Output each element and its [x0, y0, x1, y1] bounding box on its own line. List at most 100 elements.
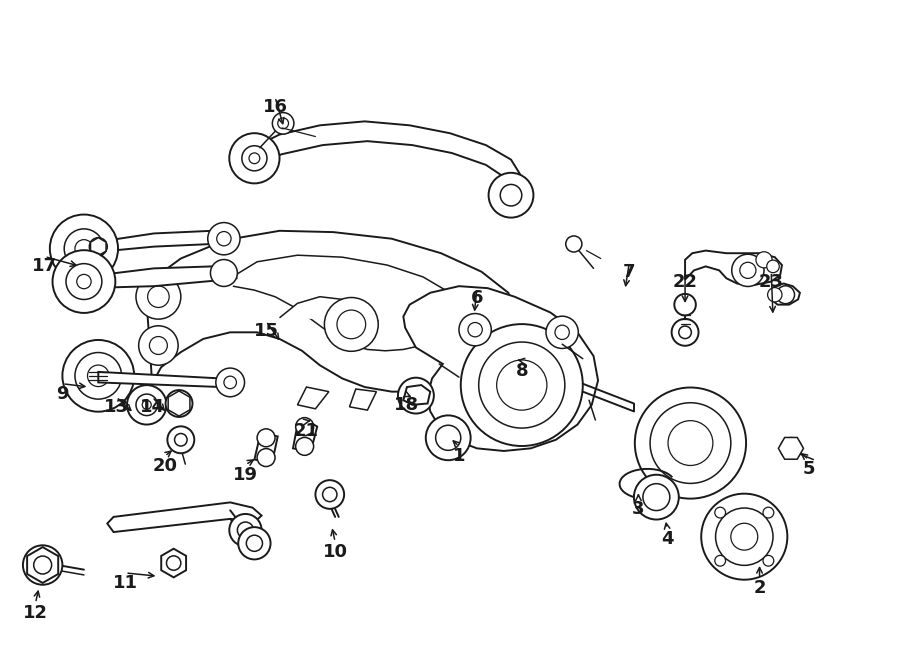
- Circle shape: [247, 535, 263, 551]
- Text: 9: 9: [56, 385, 68, 402]
- Circle shape: [76, 274, 91, 289]
- Circle shape: [495, 340, 531, 375]
- Circle shape: [500, 185, 522, 206]
- Polygon shape: [255, 141, 511, 203]
- Circle shape: [249, 153, 260, 164]
- Circle shape: [634, 387, 746, 498]
- Polygon shape: [27, 547, 58, 583]
- Circle shape: [731, 523, 758, 550]
- Text: 18: 18: [394, 396, 419, 414]
- Circle shape: [148, 286, 169, 307]
- Text: 17: 17: [32, 258, 57, 275]
- Circle shape: [436, 425, 461, 450]
- Circle shape: [740, 262, 756, 279]
- Text: 20: 20: [152, 457, 177, 475]
- Circle shape: [546, 316, 579, 348]
- Text: 13: 13: [104, 398, 129, 416]
- Circle shape: [763, 507, 774, 518]
- Text: 21: 21: [294, 422, 319, 440]
- Circle shape: [668, 420, 713, 465]
- Polygon shape: [161, 549, 186, 577]
- Text: 2: 2: [753, 579, 766, 597]
- Polygon shape: [403, 385, 430, 405]
- Text: 19: 19: [233, 465, 258, 484]
- Circle shape: [208, 222, 240, 255]
- Circle shape: [230, 514, 262, 546]
- Circle shape: [175, 434, 187, 446]
- Circle shape: [674, 294, 696, 315]
- Text: 4: 4: [661, 530, 673, 547]
- Circle shape: [89, 238, 107, 256]
- Circle shape: [407, 387, 425, 404]
- Polygon shape: [403, 286, 598, 451]
- Circle shape: [763, 555, 774, 566]
- Circle shape: [224, 376, 237, 389]
- Circle shape: [768, 287, 782, 302]
- Text: 8: 8: [516, 361, 528, 379]
- Circle shape: [62, 340, 134, 412]
- Circle shape: [242, 146, 267, 171]
- Circle shape: [426, 415, 471, 460]
- Polygon shape: [293, 423, 317, 451]
- Circle shape: [459, 314, 491, 346]
- Polygon shape: [91, 238, 106, 256]
- Circle shape: [780, 438, 802, 459]
- Circle shape: [87, 365, 109, 387]
- Circle shape: [257, 449, 275, 467]
- Polygon shape: [778, 438, 804, 459]
- Circle shape: [679, 326, 691, 338]
- Circle shape: [211, 260, 238, 287]
- Text: 5: 5: [803, 461, 815, 479]
- Circle shape: [324, 297, 378, 352]
- Text: 7: 7: [623, 263, 635, 281]
- Text: 15: 15: [254, 322, 279, 340]
- Circle shape: [33, 556, 51, 574]
- Circle shape: [715, 555, 725, 566]
- Polygon shape: [253, 121, 520, 187]
- Circle shape: [136, 274, 181, 319]
- Circle shape: [52, 250, 115, 313]
- Circle shape: [767, 260, 779, 273]
- Polygon shape: [98, 372, 235, 387]
- Polygon shape: [280, 297, 378, 321]
- Circle shape: [479, 342, 565, 428]
- Circle shape: [50, 214, 118, 283]
- Polygon shape: [168, 391, 190, 416]
- Text: 6: 6: [471, 289, 483, 307]
- Circle shape: [230, 133, 280, 183]
- Circle shape: [127, 385, 166, 424]
- Circle shape: [139, 326, 178, 365]
- Circle shape: [278, 118, 289, 128]
- Circle shape: [337, 310, 365, 339]
- Circle shape: [504, 348, 522, 366]
- Circle shape: [715, 507, 725, 518]
- Circle shape: [671, 319, 698, 346]
- Circle shape: [166, 390, 193, 417]
- Circle shape: [701, 494, 788, 580]
- Text: 11: 11: [112, 574, 138, 592]
- Circle shape: [64, 229, 104, 268]
- Polygon shape: [107, 502, 262, 532]
- Circle shape: [217, 232, 231, 246]
- Circle shape: [732, 254, 764, 287]
- Circle shape: [650, 402, 731, 483]
- Polygon shape: [685, 251, 782, 285]
- Circle shape: [497, 360, 547, 410]
- Circle shape: [643, 484, 670, 510]
- Text: 10: 10: [323, 543, 347, 561]
- Polygon shape: [495, 342, 531, 373]
- Circle shape: [238, 522, 254, 538]
- Polygon shape: [230, 255, 459, 351]
- Circle shape: [555, 325, 570, 340]
- Polygon shape: [298, 387, 328, 409]
- Circle shape: [173, 397, 185, 410]
- Polygon shape: [771, 283, 800, 305]
- Polygon shape: [255, 435, 278, 461]
- Circle shape: [315, 480, 344, 509]
- Text: 22: 22: [672, 273, 698, 291]
- Circle shape: [166, 556, 181, 570]
- Circle shape: [167, 426, 194, 453]
- Circle shape: [398, 378, 434, 414]
- Text: 14: 14: [140, 398, 165, 416]
- Text: 12: 12: [23, 604, 48, 622]
